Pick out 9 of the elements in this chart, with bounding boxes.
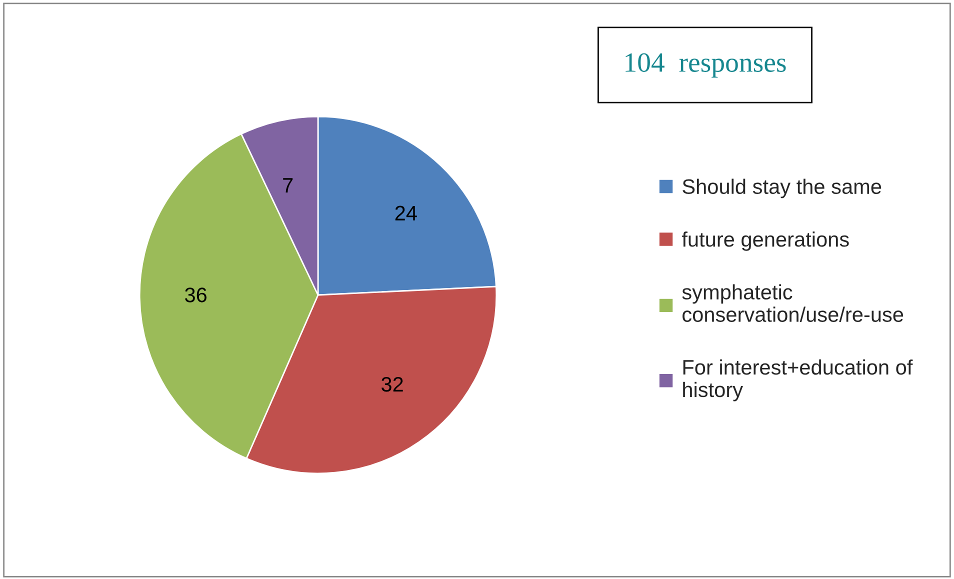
data-label: 7 [283, 178, 293, 192]
data-label: 32 [382, 376, 403, 392]
chart-title: 104 responses [626, 53, 786, 78]
legend-label: future generations [682, 231, 849, 251]
legend-label: Should stay the same [682, 178, 882, 198]
data-label: 24 [395, 206, 417, 220]
legend-label: symphatetic conservation/use/re-use [682, 284, 904, 322]
legend-label: For interest+education of history [683, 359, 913, 402]
data-label: 36 [185, 288, 206, 302]
